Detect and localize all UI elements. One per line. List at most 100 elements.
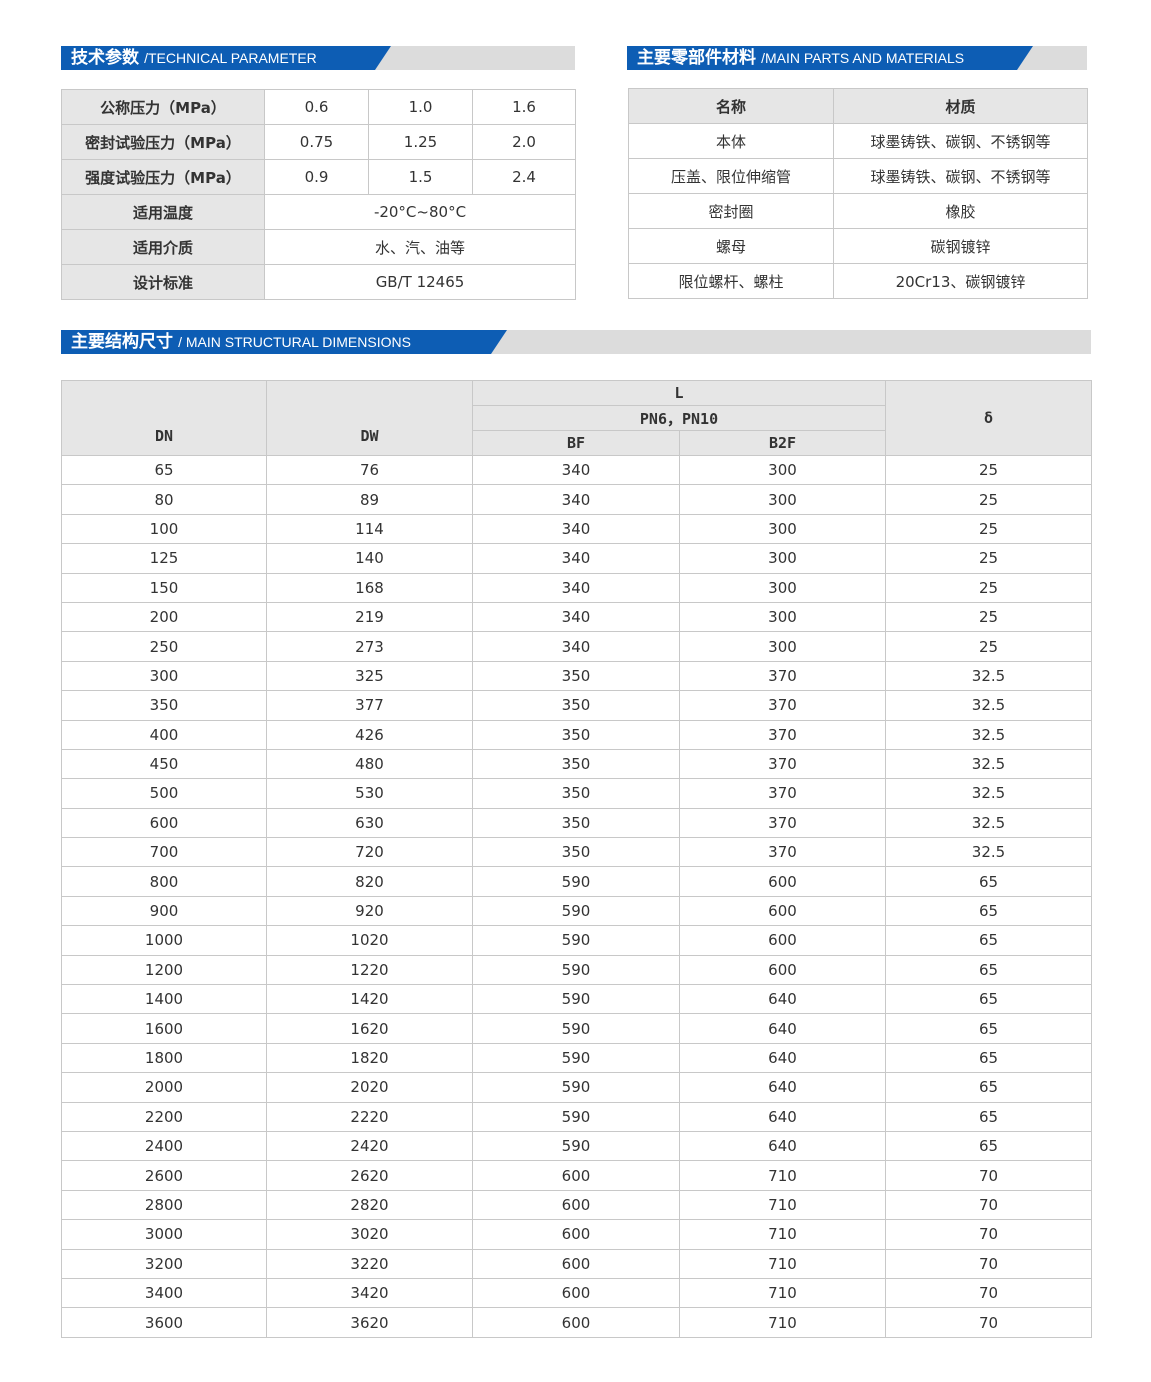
table-row: 2800 2820 600 710 70: [61, 1189, 1092, 1221]
section-header-dimensions: 主要结构尺寸 / MAIN STRUCTURAL DIMENSIONS: [61, 330, 1091, 354]
table-cell: 600: [472, 1189, 680, 1221]
table-cell: 2.4: [472, 159, 576, 195]
table-row: 100 114 340 300 25: [61, 513, 1092, 545]
table-cell: 250: [61, 631, 267, 662]
table-cell: 本体: [628, 123, 834, 159]
table-cell: 590: [472, 1042, 680, 1074]
table-cell: 1000: [61, 925, 267, 956]
table-cell: 2000: [61, 1072, 267, 1103]
table-cell: 590: [472, 984, 680, 1015]
table-cell: 710: [679, 1307, 886, 1338]
table-cell: 600: [679, 925, 886, 956]
table-cell: 2200: [61, 1101, 267, 1132]
table-cell: 125: [61, 543, 267, 574]
table-cell: 350: [472, 660, 680, 692]
materials-table: 名称 材质 本体 球墨铸铁、碳钢、不锈钢等 压盖、限位伸缩管 球墨铸铁、碳钢、不锈钢等…: [628, 88, 1088, 299]
table-cell: 2.0: [472, 124, 576, 160]
table-cell: 2820: [266, 1189, 473, 1221]
table-cell: 340: [472, 572, 680, 603]
table-row: 3200 3220 600 710 70: [61, 1248, 1092, 1279]
table-row: 3000 3020 600 710 70: [61, 1219, 1092, 1250]
table-cell: 370: [679, 690, 886, 721]
table-cell: 3420: [266, 1277, 473, 1309]
table-row: 900 920 590 600 65: [61, 895, 1092, 927]
table-row: 300 325 350 370 32.5: [61, 660, 1092, 692]
table-cell: 0.6: [264, 89, 369, 125]
table-row: 2000 2020 590 640 65: [61, 1072, 1092, 1103]
table-cell: 600: [61, 807, 267, 839]
table-cell: 3200: [61, 1248, 267, 1279]
table-cell: 32.5: [885, 748, 1092, 780]
table-cell: 340: [472, 454, 680, 486]
table-cell: 400: [61, 719, 267, 750]
table-cell: 300: [679, 631, 886, 662]
table-row: 450 480 350 370 32.5: [61, 748, 1092, 780]
section-title-en: / MAIN STRUCTURAL DIMENSIONS: [178, 334, 411, 350]
header-material: 材质: [833, 88, 1088, 124]
table-row: 2200 2220 590 640 65: [61, 1101, 1092, 1132]
section-title-cn: 技术参数: [71, 48, 139, 68]
table-cell: -20°C~80°C: [264, 194, 576, 230]
header-pn: PN6，PN10: [472, 405, 886, 431]
table-cell: 370: [679, 719, 886, 750]
table-cell: 300: [679, 601, 886, 633]
table-cell: 219: [266, 601, 473, 633]
table-cell: GB/T 12465: [264, 264, 576, 300]
table-cell: 920: [266, 895, 473, 927]
table-cell: 350: [472, 690, 680, 721]
table-cell: 65: [885, 1101, 1092, 1132]
table-cell: 65: [885, 1013, 1092, 1044]
table-cell: 65: [885, 866, 1092, 897]
table-cell: 0.75: [264, 124, 369, 160]
table-cell: 25: [885, 484, 1092, 515]
table-cell: 橡胶: [833, 193, 1088, 229]
table-cell: 32.5: [885, 690, 1092, 721]
table-cell: 370: [679, 660, 886, 692]
table-cell: 150: [61, 572, 267, 603]
table-cell: 350: [472, 748, 680, 780]
table-cell: 820: [266, 866, 473, 897]
table-cell: 螺母: [628, 228, 834, 264]
table-row: 螺母 碳钢镀锌: [628, 228, 1088, 264]
table-row: 700 720 350 370 32.5: [61, 837, 1092, 868]
table-cell: 65: [885, 1042, 1092, 1074]
table-row: 65 76 340 300 25: [61, 454, 1092, 486]
table-row: 125 140 340 300 25: [61, 543, 1092, 574]
table-cell: 640: [679, 984, 886, 1015]
header-delta: δ: [885, 380, 1092, 456]
table-cell: 590: [472, 1101, 680, 1132]
table-cell: 70: [885, 1307, 1092, 1338]
table-cell: 300: [61, 660, 267, 692]
table-cell: 1620: [266, 1013, 473, 1044]
table-cell: 900: [61, 895, 267, 927]
row-label: 适用介质: [61, 229, 265, 265]
table-cell: 370: [679, 837, 886, 868]
table-cell: 25: [885, 513, 1092, 545]
table-cell: 32.5: [885, 837, 1092, 868]
table-cell: 2020: [266, 1072, 473, 1103]
table-cell: 89: [266, 484, 473, 515]
table-cell: 300: [679, 572, 886, 603]
header-dn: DN: [61, 380, 267, 456]
table-cell: 1420: [266, 984, 473, 1015]
table-cell: 3400: [61, 1277, 267, 1309]
table-row: 限位螺杆、螺柱 20Cr13、碳钢镀锌: [628, 263, 1088, 299]
header-b2f: B2F: [679, 430, 886, 456]
table-cell: 2220: [266, 1101, 473, 1132]
table-cell: 340: [472, 513, 680, 545]
header-l: L: [472, 380, 886, 406]
table-cell: 32.5: [885, 660, 1092, 692]
table-row: 密封圈 橡胶: [628, 193, 1088, 229]
table-cell: 65: [885, 895, 1092, 927]
table-cell: 720: [266, 837, 473, 868]
table-cell: 限位螺杆、螺柱: [628, 263, 834, 299]
table-row: 1000 1020 590 600 65: [61, 925, 1092, 956]
table-cell: 70: [885, 1248, 1092, 1279]
table-cell: 350: [472, 837, 680, 868]
header-dw: DW: [266, 380, 473, 456]
table-row: 500 530 350 370 32.5: [61, 778, 1092, 809]
table-cell: 1800: [61, 1042, 267, 1074]
table-row: 3600 3620 600 710 70: [61, 1307, 1092, 1338]
table-cell: 3020: [266, 1219, 473, 1250]
table-cell: 640: [679, 1101, 886, 1132]
